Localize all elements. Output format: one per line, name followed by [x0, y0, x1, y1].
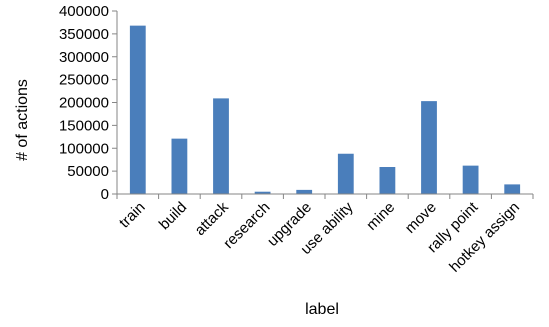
x-tick-label: research: [220, 199, 273, 252]
bar-build: [171, 138, 188, 194]
y-tick-label: 100000: [59, 140, 109, 157]
y-tick-label: 200000: [59, 95, 109, 112]
bar-move: [421, 101, 437, 194]
y-tick-label: 50000: [67, 163, 109, 180]
bar-research: [254, 191, 271, 194]
y-axis: 0 50000 100000 150000 200000 250000 300000 3500…: [59, 3, 118, 203]
y-tick-label: 150000: [59, 117, 109, 134]
y-tick-label: 250000: [59, 72, 109, 89]
y-tick-label: 350000: [59, 26, 109, 43]
y-axis-title: # of actions: [14, 79, 31, 161]
bar-upgrade: [296, 189, 313, 194]
bar-attack: [213, 98, 229, 194]
y-tick-label: 0: [101, 186, 109, 203]
x-tick-label: train: [116, 199, 149, 232]
y-tick-label: 300000: [59, 49, 109, 66]
plot-area: [129, 25, 521, 194]
x-tick-label: mine: [363, 199, 398, 234]
bar-mine: [379, 167, 396, 194]
x-tick-label: build: [156, 199, 190, 233]
x-axis-title: label: [305, 301, 339, 318]
bar-train: [129, 25, 146, 194]
bar-rally-point: [462, 165, 479, 194]
bar-use-ability: [337, 153, 354, 194]
y-tick-label: 400000: [59, 3, 109, 20]
x-tick-label: move: [402, 199, 440, 237]
bar-hotkey-assign: [504, 184, 521, 194]
